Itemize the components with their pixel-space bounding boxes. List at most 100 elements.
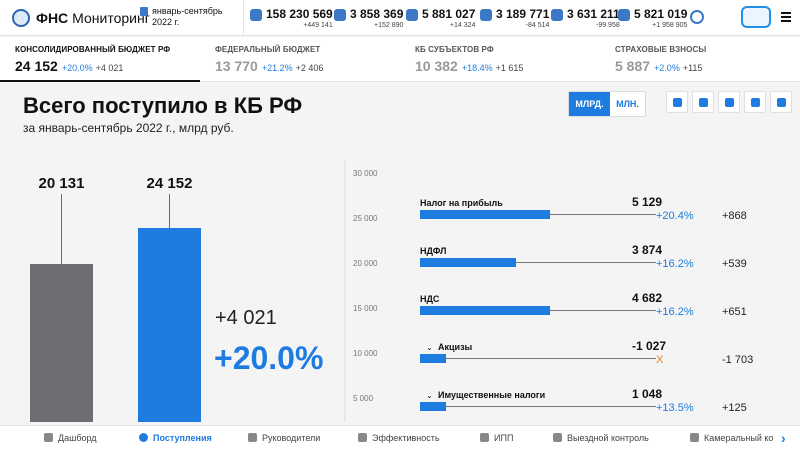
stat-individuals[interactable]: 3 858 369 +152 890 (334, 7, 403, 29)
breakdown-absolute: +651 (722, 306, 747, 318)
nav-ipp[interactable]: ИПП (480, 433, 513, 443)
bar[interactable] (30, 264, 93, 422)
breakdown-percent: +13.5% (656, 402, 694, 414)
nav-revenue[interactable]: Поступления (139, 433, 212, 443)
breakdown-absolute: +868 (722, 210, 747, 222)
y-tick-label: 25 000 (353, 214, 378, 223)
breakdown-percent: +20.4% (656, 210, 694, 222)
breakdown-bar (420, 210, 550, 219)
history-icon (673, 98, 682, 107)
breakdown-bar (420, 402, 446, 411)
balance-scale-icon (699, 98, 708, 107)
breakdown-value: 3 874 (632, 243, 663, 257)
stat-organizations[interactable]: 3 631 211 -99 958 (551, 7, 620, 29)
breakdown-row[interactable]: НДФЛ 3 874 +16.2% +539 (420, 243, 800, 286)
breakdown-value: 4 682 (632, 291, 663, 305)
stat-taxpayers[interactable]: 158 230 569 +449 141 (250, 7, 333, 29)
calendar-icon (140, 7, 148, 16)
history-button[interactable] (666, 91, 688, 113)
breakdown-percent: +16.2% (656, 306, 694, 318)
line-view-button[interactable] (744, 91, 766, 113)
page-title: Всего поступило в КБ РФ (23, 93, 303, 118)
tab-consolidated-budget[interactable]: КОНСОЛИДИРОВАННЫЙ БЮДЖЕТ РФ 24 152 +20.0%… (0, 37, 200, 82)
unit-mln-button[interactable]: МЛН. (616, 99, 639, 109)
bar-chart-icon (725, 98, 734, 107)
list-icon (777, 98, 786, 107)
breakdown-value: 5 129 (632, 195, 663, 209)
breakdown-track (420, 262, 656, 263)
breakdown-row[interactable]: Налог на прибыль 5 129 +20.4% +868 (420, 195, 800, 238)
stat-persons[interactable]: 5 821 019 +1 958 905 (618, 7, 687, 29)
bar-value-label: 24 152 (147, 175, 193, 192)
y-tick-label: 15 000 (353, 304, 378, 313)
list-view-button[interactable] (770, 91, 792, 113)
nav-dashboard[interactable]: Дашборд (44, 433, 97, 443)
compare-button[interactable] (692, 91, 714, 113)
breakdown-label: НДС (420, 294, 440, 304)
breakdown-label: Акцизы (438, 342, 473, 352)
y-tick-label: 30 000 (353, 169, 378, 178)
nav-efficiency[interactable]: Эффективность (358, 433, 440, 443)
breakdown-percent: X (656, 354, 664, 366)
clock-icon[interactable] (690, 10, 704, 24)
app-title: ФНС Мониторинг (36, 10, 150, 26)
nav-desk-audit[interactable]: Камеральный ко (690, 433, 773, 443)
company-icon (406, 9, 418, 21)
line-chart-icon (751, 98, 760, 107)
document-check-icon (690, 433, 699, 442)
nav-field-control[interactable]: Выездной контроль (553, 433, 649, 443)
breakdown-row[interactable]: ⌄ Имущественные налоги 1 048 +13.5% +125 (420, 387, 800, 430)
breakdown-percent: +16.2% (656, 258, 694, 270)
delta-percent: +20.0% (214, 340, 324, 376)
unit-switch: МЛРД. МЛН. (568, 91, 646, 117)
menu-icon[interactable] (781, 12, 791, 22)
chevron-right-icon[interactable]: › (781, 430, 786, 446)
period-selector[interactable]: январь-сентябрь 2022 г. (140, 6, 223, 28)
page-subtitle: за январь-сентябрь 2022 г., млрд руб. (23, 121, 234, 135)
pin-icon (480, 433, 489, 442)
breakdown-bar (420, 258, 516, 267)
breakdown-absolute: -1 703 (722, 354, 754, 366)
briefcase-icon[interactable] (741, 6, 771, 28)
coins-icon (139, 433, 148, 442)
stat-buildings[interactable]: 3 189 771 -84 514 (480, 7, 549, 29)
y-tick-label: 5 000 (353, 394, 374, 403)
organizations-icon (551, 9, 563, 21)
building-icon (480, 9, 492, 21)
breakdown-track (420, 406, 656, 407)
inspector-icon (553, 433, 562, 442)
bar[interactable] (138, 228, 201, 422)
bottom-nav: Дашборд Поступления Руководители Эффекти… (0, 425, 800, 450)
people-icon (334, 9, 346, 21)
tab-regional-budget[interactable]: КБ СУБЪЕКТОВ РФ 10 382 +18.4% +1 615 (415, 45, 524, 74)
breakdown-row[interactable]: ⌄ Акцизы -1 027 X -1 703 (420, 339, 800, 382)
breakdown-value: -1 027 (632, 339, 667, 353)
breakdown-label: НДФЛ (420, 246, 447, 256)
tab-insurance-contributions[interactable]: СТРАХОВЫЕ ВЗНОСЫ 5 887 +2.0% +115 (615, 45, 707, 74)
chevron-down-icon[interactable]: ⌄ (426, 343, 433, 352)
fns-logo-icon (12, 9, 30, 27)
top-bar: ФНС Мониторинг январь-сентябрь 2022 г. 15… (0, 0, 800, 36)
stat-companies[interactable]: 5 881 027 +14 324 (406, 7, 475, 29)
breakdown-row[interactable]: НДС 4 682 +16.2% +651 (420, 291, 800, 334)
breakdown-bar (420, 354, 446, 363)
users-icon (250, 9, 262, 21)
bar-view-button[interactable] (718, 91, 740, 113)
y-tick-label: 20 000 (353, 259, 378, 268)
breakdown-bar (420, 306, 550, 315)
header-divider (243, 0, 244, 36)
nav-managers[interactable]: Руководители (248, 433, 320, 443)
managers-icon (248, 433, 257, 442)
breakdown-absolute: +125 (722, 402, 747, 414)
grid-icon (44, 433, 53, 442)
bar-chart-svg: 30 000 25 000 20 000 15 000 10 000 5 000 20 13… (30, 160, 378, 422)
tab-federal-budget[interactable]: ФЕДЕРАЛЬНЫЙ БЮДЖЕТ 13 770 +21.2% +2 406 (215, 45, 324, 74)
revenue-chart: 30 000 25 000 20 000 15 000 10 000 5 000 20 13… (0, 160, 800, 422)
unit-bln-button[interactable]: МЛРД. (569, 92, 610, 116)
breakdown-track (420, 358, 656, 359)
person-badge-icon (618, 9, 630, 21)
chevron-down-icon[interactable]: ⌄ (426, 391, 433, 400)
budget-tabs: КОНСОЛИДИРОВАННЫЙ БЮДЖЕТ РФ 24 152 +20.0%… (0, 37, 800, 82)
breakdown-absolute: +539 (722, 258, 747, 270)
efficiency-icon (358, 433, 367, 442)
